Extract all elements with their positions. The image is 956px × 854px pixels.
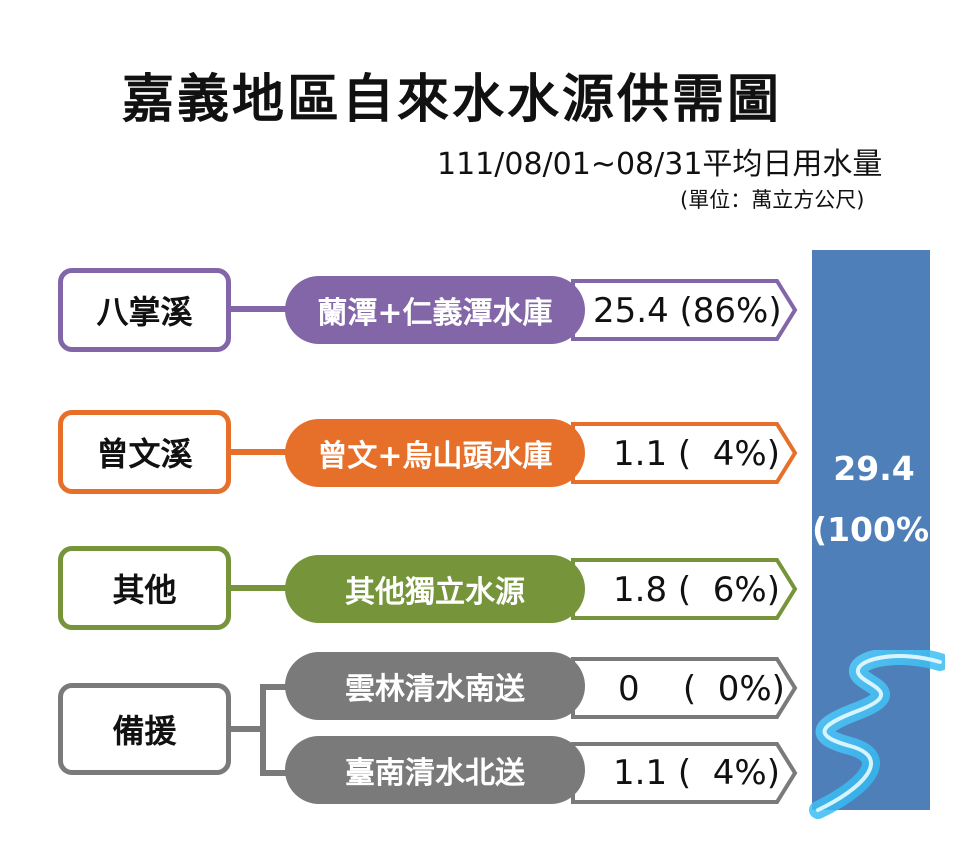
pill-yunlin-south: 雲林清水南送 (285, 652, 585, 720)
value-bazhang: 25.4 (86%) (593, 291, 782, 331)
connector-line (260, 684, 266, 776)
river-icon (809, 650, 945, 819)
chart-title: 嘉義地區自來水水源供需圖 (122, 70, 783, 130)
source-label: 備援 (112, 712, 177, 750)
source-box-zengwen: 曾文溪 (58, 410, 231, 494)
value-tainan: 1.1 ( 4%) (613, 753, 780, 793)
source-label: 其他 (112, 571, 177, 609)
pill-zengwen-wushantou: 曾文+烏山頭水庫 (285, 419, 585, 487)
pill-other-independent: 其他獨立水源 (285, 555, 585, 623)
connector-line (260, 684, 292, 690)
pill-tainan-north: 臺南清水北送 (285, 736, 585, 804)
unit-label: (單位：萬立方公尺) (680, 188, 865, 212)
source-label: 曾文溪 (96, 435, 193, 473)
connector-line (231, 306, 291, 312)
date-range-subtitle: 111/08/01~08/31平均日用水量 (437, 147, 883, 182)
pill-label: 曾文+烏山頭水庫 (317, 439, 553, 474)
pill-label: 蘭潭+仁義潭水庫 (317, 296, 553, 331)
source-box-other: 其他 (58, 546, 231, 630)
total-value: 29.4 (833, 449, 915, 488)
value-yunlin: 0 ( 0%) (618, 669, 785, 709)
value-zengwen: 1.1 ( 4%) (613, 434, 780, 474)
connector-line (260, 770, 292, 776)
pill-label: 其他獨立水源 (345, 575, 525, 610)
source-box-backup: 備援 (58, 683, 231, 775)
connector-line (231, 449, 291, 455)
pill-label: 臺南清水北送 (345, 756, 525, 791)
connector-line (231, 585, 291, 591)
pill-lantan-renyitan: 蘭潭+仁義潭水庫 (285, 276, 585, 344)
value-other: 1.8 ( 6%) (613, 570, 780, 610)
connector-line (231, 726, 263, 732)
source-box-bazhang: 八掌溪 (58, 268, 231, 352)
total-percent: (100%) (812, 510, 945, 549)
source-label: 八掌溪 (96, 293, 193, 331)
pill-label: 雲林清水南送 (345, 672, 525, 707)
